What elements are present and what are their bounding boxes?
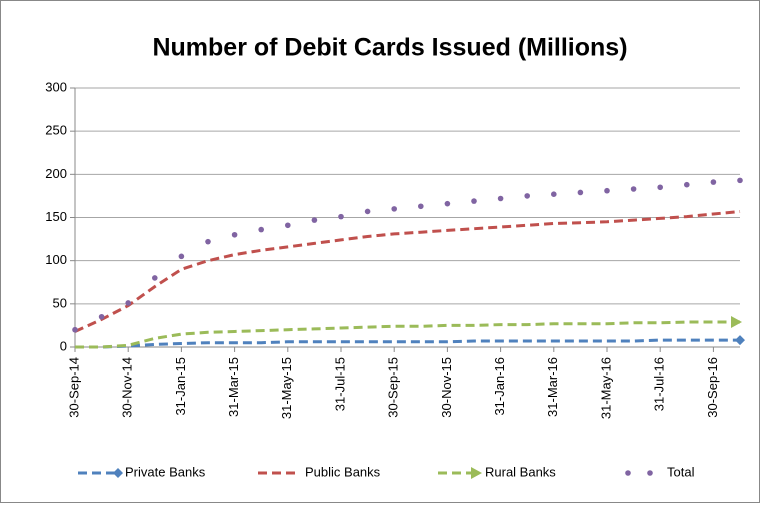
legend-marker (113, 468, 123, 478)
data-point (630, 186, 637, 192)
data-point (125, 300, 131, 306)
legend-label: Rural Banks (485, 464, 556, 479)
data-point (471, 198, 477, 204)
data-point (205, 238, 211, 245)
x-tick-label: 31-Jan-16 (492, 357, 507, 416)
data-point (577, 189, 584, 196)
legend-marker (647, 470, 653, 476)
x-tick-label: 31-Jul-15 (332, 357, 347, 411)
x-tick-label: 31-May-16 (598, 357, 613, 419)
series-line (74, 210, 741, 333)
data-point (258, 226, 265, 233)
data-point (285, 222, 291, 229)
data-point (710, 179, 717, 185)
x-tick-label: 30-Sep-14 (66, 357, 81, 418)
data-point (72, 326, 78, 333)
y-tick-label: 0 (60, 338, 67, 353)
y-tick-label: 50 (53, 295, 67, 310)
data-point (364, 208, 371, 215)
data-point (497, 195, 504, 202)
legend-marker (471, 467, 482, 479)
legend-marker (625, 470, 631, 476)
data-point (444, 200, 451, 207)
data-point (684, 181, 690, 188)
data-point (737, 177, 743, 184)
data-point (418, 203, 424, 210)
series-line (75, 338, 740, 349)
y-tick-label: 150 (45, 209, 67, 224)
legend-label: Total (667, 464, 695, 479)
data-point (604, 187, 610, 194)
data-point (231, 231, 238, 238)
legend-label: Private Banks (125, 464, 206, 479)
x-tick-label: 31-Jan-15 (173, 357, 188, 416)
data-point (178, 253, 185, 260)
data-point (524, 193, 530, 199)
y-tick-label: 250 (45, 123, 67, 138)
data-point (98, 313, 105, 320)
data-point (551, 191, 557, 197)
x-tick-label: 30-Nov-15 (439, 357, 454, 418)
x-tick-label: 30-Nov-14 (120, 357, 135, 418)
x-tick-label: 31-Mar-16 (545, 357, 560, 417)
y-tick-label: 300 (45, 79, 67, 94)
x-tick-label: 31-Mar-15 (226, 357, 241, 417)
chart-title: Number of Debit Cards Issued (Millions) (152, 34, 627, 62)
end-marker (731, 315, 742, 328)
x-tick-label: 30-Sep-15 (386, 357, 401, 418)
series-line (75, 320, 740, 349)
legend-label: Public Banks (305, 464, 381, 479)
data-point (338, 213, 344, 220)
data-point (152, 275, 158, 281)
data-point (657, 184, 663, 191)
end-marker (735, 335, 745, 346)
y-tick-label: 200 (45, 166, 67, 181)
y-tick-label: 100 (45, 252, 67, 267)
data-point (391, 206, 398, 212)
x-tick-label: 31-May-15 (279, 357, 294, 419)
data-point (311, 217, 318, 223)
x-tick-label: 31-Jul-16 (652, 357, 667, 411)
x-tick-label: 30-Sep-16 (705, 357, 720, 418)
